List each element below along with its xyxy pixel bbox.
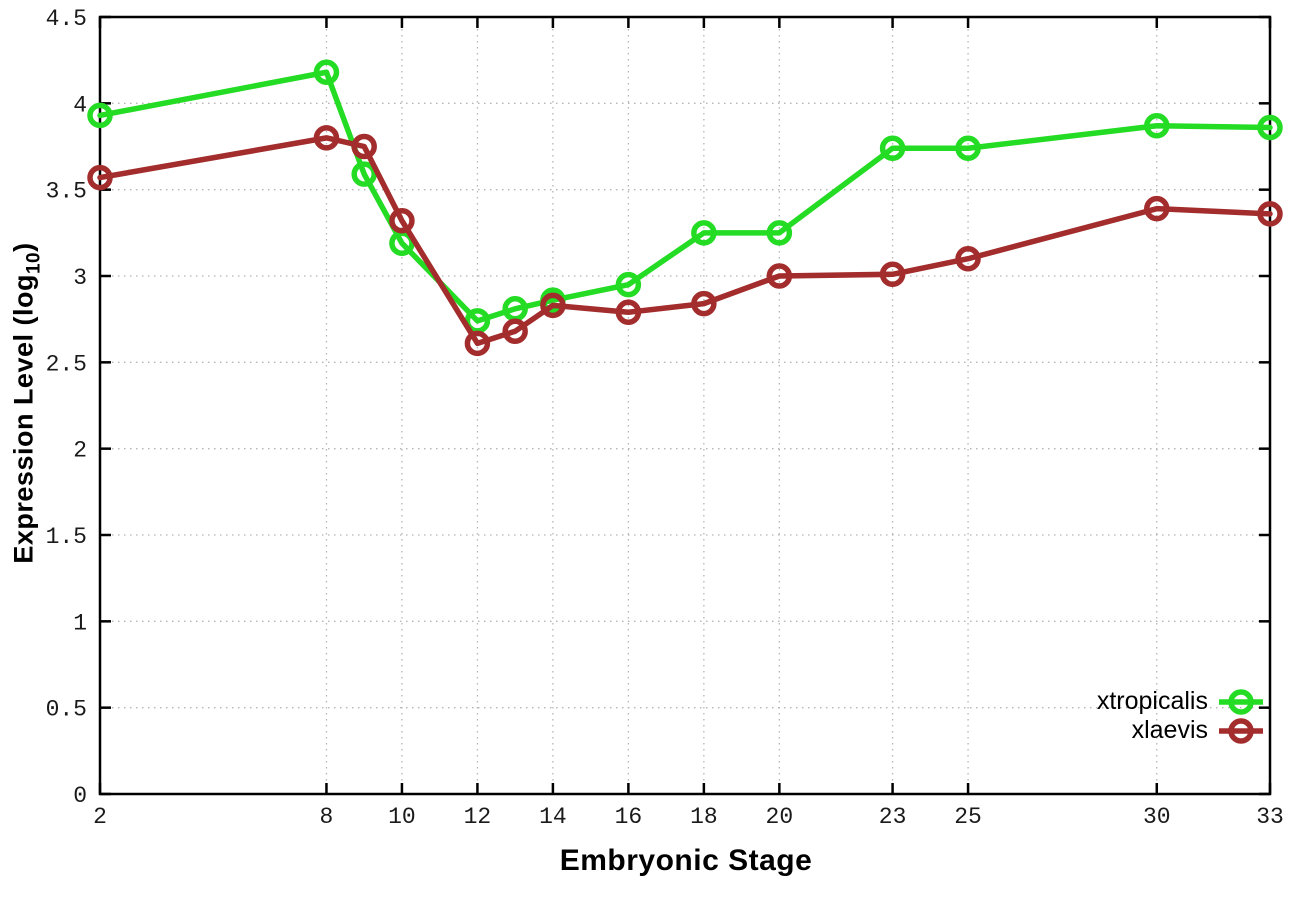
x-tick-label: 30 bbox=[1143, 804, 1171, 830]
series-line-xlaevis bbox=[97, 135, 1273, 347]
data-point bbox=[615, 271, 642, 298]
legend-label-xtropicalis: xtropicalis bbox=[1096, 687, 1208, 715]
series-points-xlaevis bbox=[87, 125, 1283, 357]
y-tick-label: 1 bbox=[73, 610, 87, 636]
y-axis-title-subscript: 10 bbox=[23, 251, 45, 275]
legend-label-xlaevis: xlaevis bbox=[1131, 716, 1208, 744]
data-point bbox=[766, 220, 793, 246]
legend: xtropicalis xlaevis bbox=[1097, 687, 1264, 745]
x-tick-label: 16 bbox=[615, 804, 643, 830]
data-point bbox=[87, 164, 113, 191]
data-point bbox=[1257, 114, 1283, 141]
legend-item-xtropicalis: xtropicalis bbox=[1097, 687, 1264, 716]
data-point bbox=[691, 220, 717, 246]
data-point bbox=[766, 263, 793, 289]
y-tick-label: 3 bbox=[73, 265, 87, 291]
x-tick-label: 25 bbox=[954, 804, 982, 830]
data-point bbox=[955, 245, 981, 272]
data-point bbox=[955, 135, 981, 161]
x-axis-title: Embryonic Stage bbox=[559, 844, 813, 877]
data-point bbox=[313, 59, 340, 86]
x-tick-label: 18 bbox=[690, 804, 718, 830]
data-point bbox=[351, 161, 377, 187]
y-tick-label: 0 bbox=[73, 783, 87, 809]
x-tick-label: 20 bbox=[766, 804, 794, 830]
series-line-xtropicalis bbox=[97, 69, 1273, 324]
y-tick-label: 1.5 bbox=[46, 524, 87, 550]
data-point bbox=[691, 290, 717, 317]
data-point bbox=[1144, 113, 1170, 139]
x-tick-labels: 2 8 10 12 14 16 18 20 23 25 30 33 bbox=[93, 804, 1284, 830]
data-point bbox=[615, 299, 642, 326]
data-point bbox=[540, 292, 566, 319]
data-point bbox=[1144, 195, 1170, 222]
y-tick-labels: 0 0.5 1 1.5 2 2.5 3 3.5 4 4.5 bbox=[46, 6, 87, 809]
x-tick-label: 10 bbox=[388, 804, 416, 830]
series-points-xtropicalis bbox=[87, 59, 1283, 334]
x-tick-label: 2 bbox=[93, 804, 107, 830]
data-point bbox=[879, 261, 906, 288]
y-tick-label: 4.5 bbox=[46, 6, 87, 32]
y-axis-title-text: Expression Level (log bbox=[8, 274, 39, 564]
y-tick-label: 3.5 bbox=[46, 179, 87, 205]
legend-marker-xlaevis-icon bbox=[1219, 717, 1263, 744]
plot-border bbox=[98, 15, 1272, 796]
x-tick-label: 33 bbox=[1256, 804, 1284, 830]
y-tick-label: 4 bbox=[73, 92, 87, 118]
data-point bbox=[879, 135, 906, 161]
x-tick-label: 23 bbox=[879, 804, 907, 830]
legend-marker-xtropicalis-icon bbox=[1219, 688, 1263, 715]
y-tick-label: 2.5 bbox=[46, 351, 87, 377]
x-tick-label: 8 bbox=[320, 804, 334, 830]
data-point bbox=[389, 207, 415, 234]
x-tick-label: 14 bbox=[539, 804, 567, 830]
y-axis-title-suffix: ) bbox=[8, 242, 39, 252]
x-tick-label: 12 bbox=[464, 804, 492, 830]
data-point bbox=[313, 125, 340, 151]
data-point bbox=[351, 133, 377, 160]
data-point bbox=[464, 330, 491, 357]
y-tick-label: 0.5 bbox=[46, 697, 87, 723]
legend-item-xlaevis: xlaevis bbox=[1132, 716, 1264, 745]
y-tick-label: 2 bbox=[73, 438, 87, 464]
data-point bbox=[1257, 201, 1283, 227]
data-point bbox=[87, 102, 113, 129]
y-axis-title: Expression Level (log10) bbox=[9, 242, 46, 563]
data-point bbox=[502, 318, 528, 345]
